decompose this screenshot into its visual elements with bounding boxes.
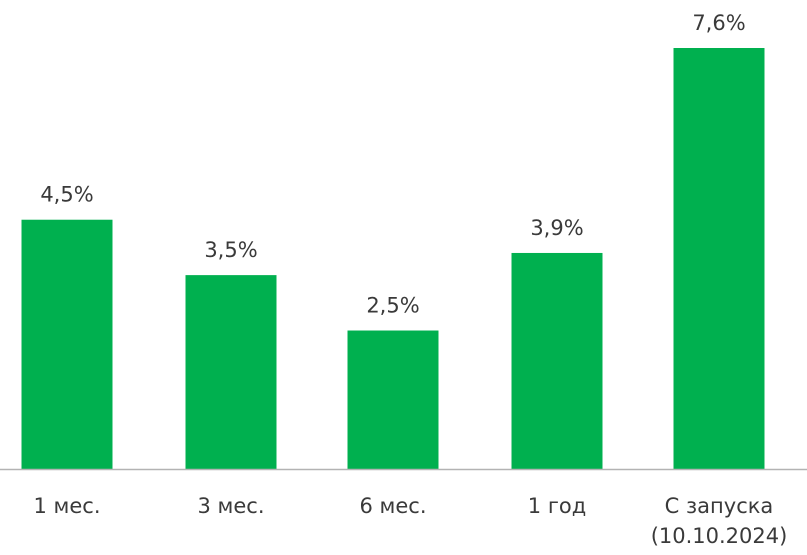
bar-value-label: 2,5% — [366, 294, 419, 318]
bar — [347, 330, 439, 469]
value-labels-layer: 4,5% 3,5% 2,5% 3,9% 7,6% — [40, 11, 745, 318]
x-tick-label: С запуска — [665, 494, 774, 518]
bar — [511, 252, 603, 469]
x-tick-label: 6 мес. — [359, 494, 426, 518]
x-tick-label: 1 год — [528, 494, 586, 518]
bar — [21, 219, 113, 469]
bar — [673, 48, 765, 469]
x-tick-label: 3 мес. — [197, 494, 264, 518]
bar — [185, 275, 277, 469]
x-tick-label: 1 мес. — [33, 494, 100, 518]
x-tick-labels-layer: 1 мес. 3 мес. 6 мес. 1 год С запуска (10.10.2… — [33, 494, 787, 548]
bar-value-label: 7,6% — [692, 11, 745, 35]
bars-layer — [21, 48, 765, 469]
bar-value-label: 3,5% — [204, 238, 257, 262]
bar-value-label: 3,9% — [530, 216, 583, 240]
bar-value-label: 4,5% — [40, 183, 93, 207]
x-tick-label: (10.10.2024) — [651, 524, 788, 548]
